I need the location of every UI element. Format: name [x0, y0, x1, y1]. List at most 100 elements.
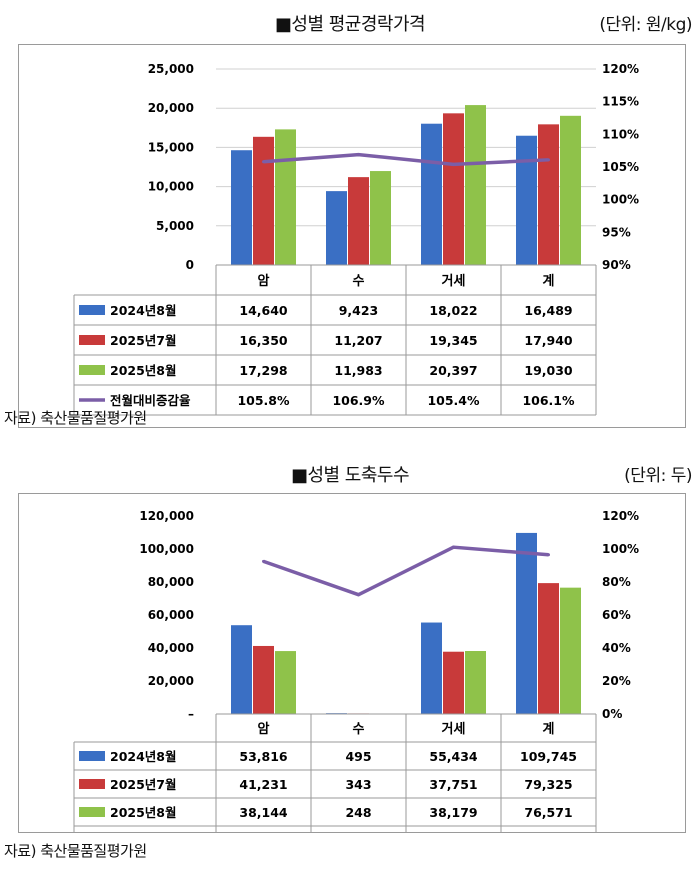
data-label: 55,434 [429, 749, 478, 764]
bar [421, 123, 442, 265]
legend-label: 2025년8월 [110, 363, 177, 378]
y-right-tick-label: 60% [602, 608, 631, 622]
x-tick-label: 거세 [442, 722, 466, 737]
data-label: 38,144 [239, 805, 288, 820]
y-right-tick-label: 115% [602, 95, 639, 109]
data-label: 16,350 [239, 333, 288, 348]
legend-swatch [79, 305, 105, 315]
bar [560, 587, 581, 714]
bar [443, 651, 464, 714]
legend-label: 2025년7월 [110, 777, 177, 792]
y-left-tick-label: 40,000 [148, 641, 194, 655]
y-left-tick-label: – [188, 707, 194, 721]
data-label: 248 [345, 805, 371, 820]
data-label: 106.9% [332, 393, 385, 408]
bar [443, 113, 464, 265]
x-tick-label: 암 [258, 721, 270, 737]
data-label: 495 [345, 749, 371, 764]
y-left-tick-label: 10,000 [148, 180, 194, 194]
y-right-tick-label: 0% [602, 707, 622, 721]
y-left-tick-label: 120,000 [139, 509, 194, 523]
line-point [262, 559, 265, 563]
y-right-tick-label: 110% [602, 127, 639, 141]
y-left-tick-label: 0 [186, 258, 194, 272]
line-point [547, 553, 550, 557]
slaughter-chart-frame: – 20,000 40,000 60,000 80,000 100,000 120,000 0… [18, 493, 686, 855]
legend-swatch [79, 807, 105, 817]
y-left-tick-label: 80,000 [148, 575, 194, 589]
x-tick-label: 암 [258, 273, 270, 289]
legend-label: 전월대비증감율 [110, 393, 191, 408]
y-right-tick-label: 120% [602, 62, 639, 76]
line-point [452, 162, 455, 166]
line-point [357, 593, 360, 597]
series-line [263, 152, 549, 167]
price-chart: 0 5,000 10,000 15,000 20,000 25,000 90% 95% 100%… [73, 62, 639, 416]
bar [253, 136, 274, 265]
legend-swatch [79, 751, 105, 761]
y-right-tick-label: 90% [602, 258, 631, 272]
data-label: 38,179 [429, 805, 477, 820]
data-label: 17,940 [524, 333, 573, 348]
y-right-tick-label: 20% [602, 674, 631, 688]
bar [560, 115, 581, 265]
legend-swatch [79, 779, 105, 789]
y-left-tick-label: 60,000 [148, 608, 194, 622]
legend-label: 2024년8월 [110, 749, 177, 764]
data-label: 343 [345, 777, 371, 792]
x-tick-label: 거세 [442, 274, 466, 289]
data-label: 9,423 [339, 303, 379, 318]
price-chart-unit: (단위: 원/kg) [599, 15, 692, 35]
bar [538, 583, 559, 714]
y-right-tick-label: 105% [602, 160, 639, 174]
bar [275, 651, 296, 714]
slaughter-chart: – 20,000 40,000 60,000 80,000 100,000 120,000 0… [73, 509, 639, 855]
data-label: 19,030 [524, 363, 573, 378]
data-label: 76,571 [524, 805, 572, 820]
legend-label: 2025년7월 [110, 333, 177, 348]
x-tick-label: 수 [353, 274, 365, 289]
data-label: 109,745 [520, 749, 577, 764]
bar [516, 135, 537, 265]
data-label: 20,397 [429, 363, 477, 378]
line-point [452, 545, 455, 549]
bar [370, 171, 391, 265]
data-label: 14,640 [239, 303, 288, 318]
y-left-tick-label: 25,000 [148, 62, 194, 76]
y-left-tick-label: 15,000 [148, 140, 194, 154]
price-chart-source: 자료) 축산물품질평가원 [4, 409, 147, 427]
data-label: 16,489 [524, 303, 572, 318]
bar [465, 651, 486, 714]
y-right-tick-label: 100% [602, 542, 639, 556]
slaughter-chart-source: 자료) 축산물품질평가원 [4, 842, 147, 860]
data-label: 11,983 [334, 363, 382, 378]
data-label: 53,816 [239, 749, 288, 764]
x-tick-label: 계 [543, 722, 555, 737]
y-left-tick-label: 100,000 [139, 542, 194, 556]
data-label: 79,325 [524, 777, 572, 792]
bar [421, 622, 442, 714]
legend-label: 2025년8월 [110, 805, 177, 820]
series-line [262, 545, 549, 597]
bar [253, 645, 274, 714]
y-left-tick-label: 20,000 [148, 101, 194, 115]
data-label: 37,751 [429, 777, 477, 792]
x-tick-label: 계 [543, 274, 555, 289]
bar [231, 625, 252, 714]
y-right-tick-label: 100% [602, 193, 639, 207]
bar [465, 105, 486, 265]
legend-label: 2024년8월 [110, 303, 177, 318]
line-point [357, 153, 360, 157]
data-label: 106.1% [522, 393, 575, 408]
y-right-tick-label: 40% [602, 641, 631, 655]
y-right-tick-label: 95% [602, 225, 631, 239]
data-label: 17,298 [239, 363, 287, 378]
y-left-tick-label: 5,000 [156, 219, 194, 233]
slaughter-chart-panel: ■성별 도축두수 (단위: 두) – 20,000 40,000 60,000 80,0… [0, 455, 700, 870]
bar [231, 150, 252, 265]
price-chart-frame: 0 5,000 10,000 15,000 20,000 25,000 90% 95% 100%… [18, 44, 686, 428]
bar [348, 177, 369, 265]
line-point [547, 158, 550, 162]
data-label: 11,207 [334, 333, 382, 348]
data-label: 105.4% [427, 393, 480, 408]
